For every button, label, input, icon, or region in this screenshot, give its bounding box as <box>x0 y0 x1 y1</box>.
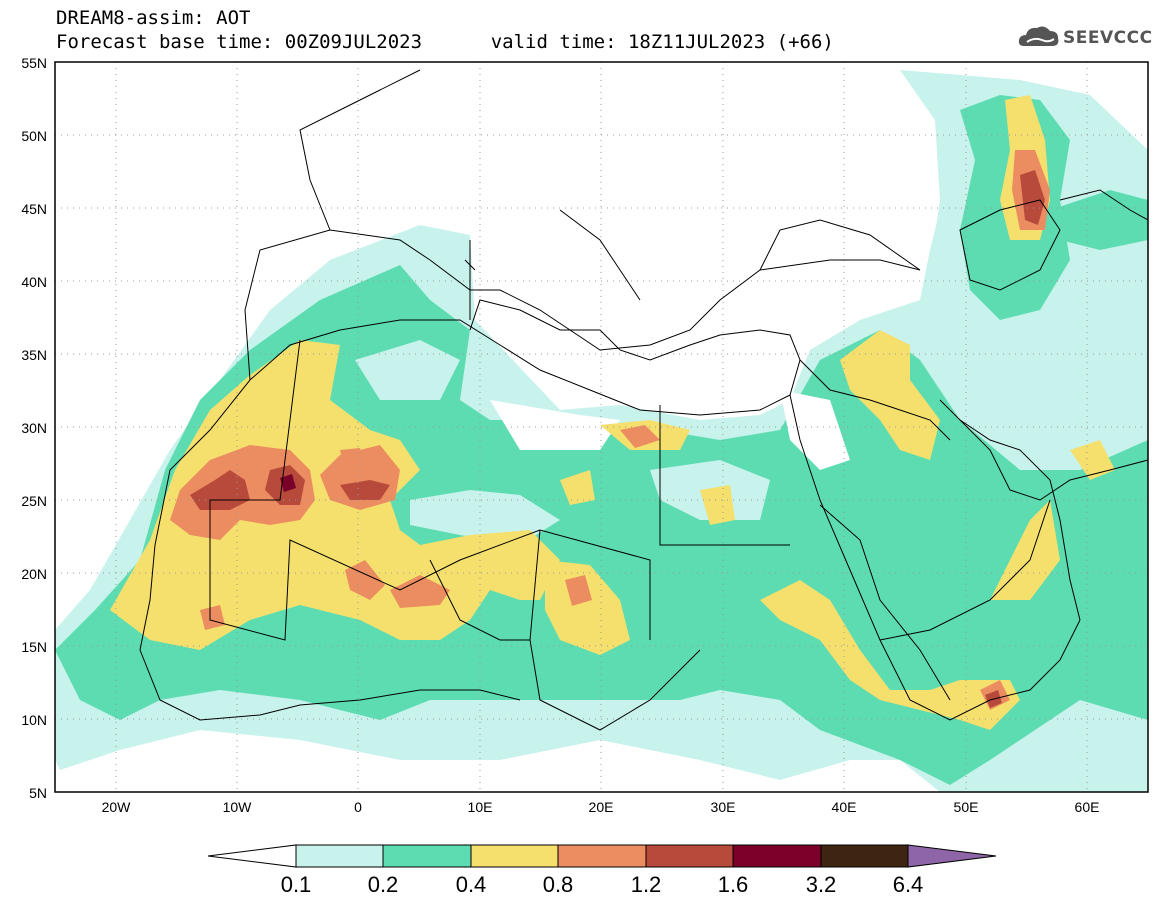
colorbar-labels: 0.1 0.2 0.4 0.8 1.2 1.6 3.2 6.4 <box>281 872 924 897</box>
lon-tick: 40E <box>832 799 857 815</box>
colorbar-tick: 1.2 <box>631 872 662 897</box>
colorbar-bin <box>732 844 822 868</box>
lon-ticks: 20W 10W 0 10E 20E 30E 40E 50E 60E <box>102 799 1100 815</box>
lon-tick: 0 <box>354 799 362 815</box>
colorbar-bin <box>295 844 384 868</box>
colorbar-tick: 0.8 <box>543 872 574 897</box>
lon-tick: 60E <box>1075 799 1100 815</box>
lon-tick: 30E <box>711 799 736 815</box>
lon-tick: 50E <box>954 799 979 815</box>
colorbar-tick: 0.4 <box>456 872 487 897</box>
lat-tick: 55N <box>21 55 47 71</box>
lon-tick: 10E <box>468 799 493 815</box>
lat-tick: 50N <box>21 128 47 144</box>
colorbar-bin <box>557 844 647 868</box>
aot-field <box>55 70 1148 792</box>
map-frame <box>54 61 1149 793</box>
colorbar-bin <box>382 844 472 868</box>
colorbar-tick: 6.4 <box>893 872 924 897</box>
lat-tick: 25N <box>21 493 47 509</box>
lat-tick: 20N <box>21 566 47 582</box>
lon-tick: 20E <box>589 799 614 815</box>
lat-tick: 35N <box>21 347 47 363</box>
colorbar-bin <box>645 844 734 868</box>
lat-tick: 5N <box>29 785 47 801</box>
base-time: Forecast base time: 00Z09JUL2023 <box>56 31 423 53</box>
aot-band-0.2-caspian <box>1050 190 1148 250</box>
aot-band-0.4-iraq <box>840 330 940 460</box>
lon-tick: 10W <box>223 799 253 815</box>
time-line: Forecast base time: 00Z09JUL2023 valid t… <box>56 33 834 52</box>
model-title: DREAM8-assim: AOT <box>56 7 251 29</box>
coastlines <box>139 69 1148 731</box>
colorbar-high-arrow <box>907 844 997 868</box>
colorbar-bin <box>470 844 559 868</box>
aot-band-0.4-redsea <box>760 580 1020 730</box>
lat-tick: 10N <box>21 712 47 728</box>
colorbar-tick: 3.2 <box>806 872 837 897</box>
lat-tick: 30N <box>21 420 47 436</box>
colorbar <box>207 844 997 868</box>
colorbar-low-arrow <box>207 844 297 868</box>
colorbar-tick: 0.2 <box>368 872 399 897</box>
lat-tick: 40N <box>21 274 47 290</box>
lon-tick: 20W <box>102 799 132 815</box>
lat-ticks: 5N 10N 15N 20N 25N 30N 35N 40N 45N 50N 5… <box>21 55 47 801</box>
cloud-logo-icon <box>1018 26 1059 46</box>
aot-band-0.4-arabia <box>990 500 1060 600</box>
aot-band-1.6 <box>280 474 296 492</box>
lat-tick: 15N <box>21 639 47 655</box>
logo-text: SEEVCCC <box>1063 28 1153 48</box>
colorbar-tick: 1.6 <box>718 872 749 897</box>
lat-tick: 45N <box>21 201 47 217</box>
grid-lines <box>55 62 1148 792</box>
valid-time: valid time: 18Z11JUL2023 (+66) <box>490 31 834 53</box>
colorbar-tick: 0.1 <box>281 872 312 897</box>
colorbar-bin <box>820 844 909 868</box>
